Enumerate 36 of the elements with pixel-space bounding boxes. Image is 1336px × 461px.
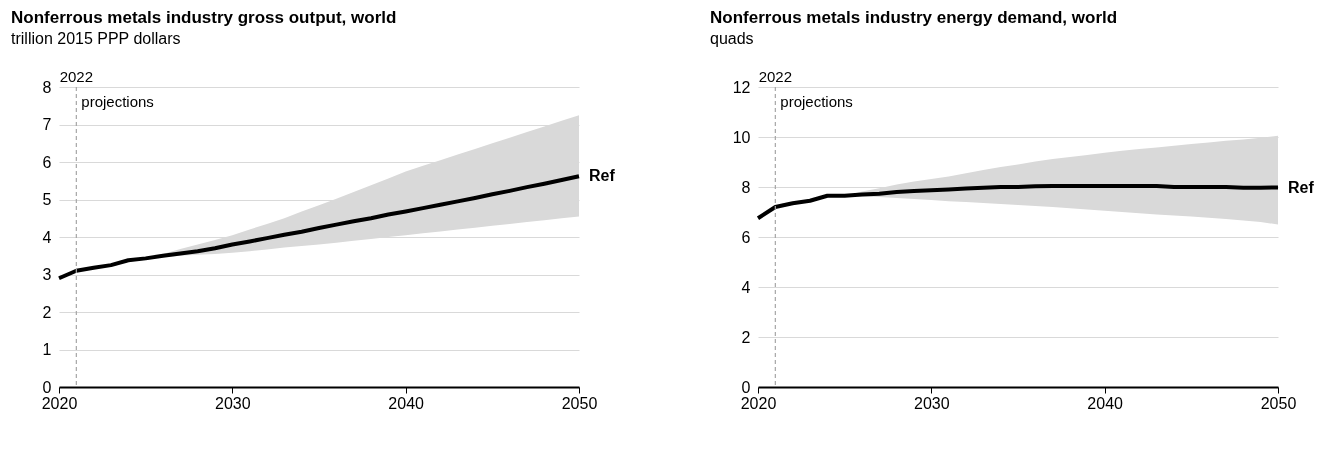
y-tick-label: 2 — [741, 328, 751, 346]
x-tick-label: 2020 — [41, 394, 78, 412]
y-tick-label: 5 — [42, 191, 52, 208]
x-tick-label: 2030 — [215, 394, 251, 412]
y-tick-label: 4 — [741, 278, 751, 296]
y-tick-label: 0 — [42, 378, 52, 396]
y-tick-label: 7 — [42, 116, 52, 133]
chart-title: Nonferrous metals industry energy demand, world — [710, 8, 1118, 27]
y-tick-label: 10 — [732, 128, 751, 146]
y-tick-label: 0 — [741, 378, 751, 396]
x-tick-label: 2020 — [740, 394, 777, 412]
annotation: projections — [780, 93, 853, 110]
y-tick-label: 8 — [741, 178, 751, 196]
text: 2022 — [59, 68, 94, 85]
text: 2022 — [758, 68, 793, 85]
y-tick-label: 1 — [42, 341, 52, 358]
chart-subtitle: trillion 2015 PPP dollars — [11, 30, 181, 47]
x-tick-label: 2050 — [561, 394, 598, 412]
x-tick-label: 2050 — [1260, 394, 1297, 412]
y-tick-label: 2 — [42, 303, 52, 321]
y-tick-label: 4 — [42, 228, 52, 246]
series-label: Ref — [589, 167, 616, 185]
series-label: Ref — [1288, 178, 1315, 196]
line-series — [756, 184, 1280, 221]
y-tick-label: 8 — [42, 78, 52, 96]
x-tick-label: 2040 — [1087, 394, 1124, 412]
chart-subtitle: quads — [710, 30, 754, 47]
y-tick-label: 6 — [741, 228, 751, 246]
line-series — [57, 174, 581, 281]
x-tick-label: 2030 — [914, 394, 950, 412]
x-tick-label: 2040 — [388, 394, 425, 412]
chart-title: Nonferrous metals industry gross output, world — [11, 8, 397, 27]
annotation: projections — [81, 93, 154, 110]
y-tick-label: 3 — [42, 266, 52, 283]
y-tick-label: 6 — [42, 153, 52, 171]
y-tick-label: 12 — [732, 78, 751, 96]
